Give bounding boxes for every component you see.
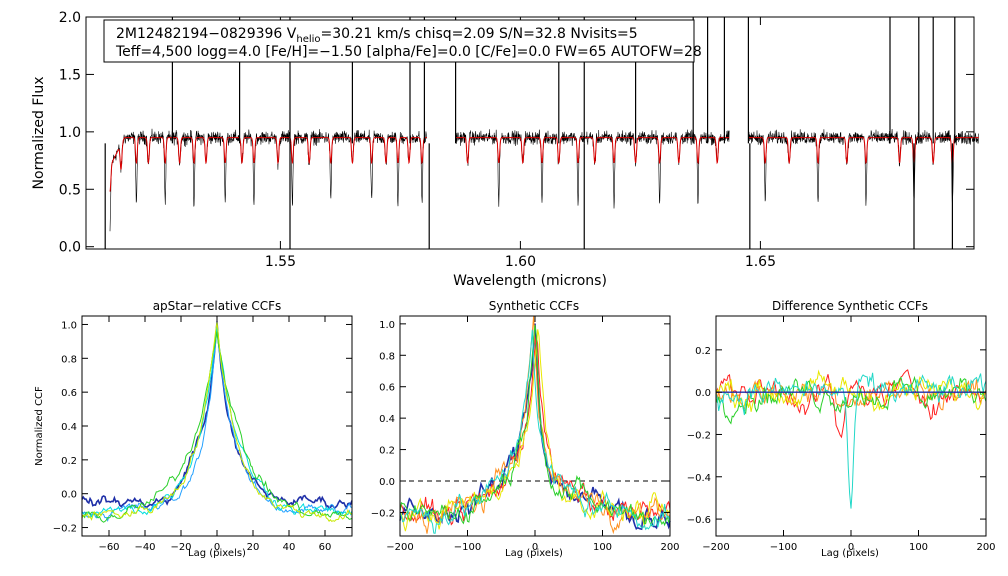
x-tick-label: 200 — [976, 542, 995, 553]
ccf3-title: Difference Synthetic CCFs — [772, 299, 928, 313]
x-tick-label: −200 — [386, 542, 413, 553]
x-tick-label: 1.65 — [745, 254, 776, 270]
y-tick-label: 0.8 — [379, 351, 395, 362]
ccf1-series — [81, 322, 353, 523]
observed-spectrum-segment — [748, 128, 979, 206]
ccf2-series — [399, 325, 671, 527]
y-tick-label: −0.2 — [53, 524, 77, 535]
ccf3-xlabel: Lag (pixels) — [821, 548, 879, 559]
ccf3-series — [715, 369, 987, 412]
y-tick-label: 0.4 — [379, 414, 395, 425]
y-tick-label: 0.0 — [379, 477, 395, 488]
x-tick-label: −100 — [770, 542, 797, 553]
info-line-1: 2M12482194−0829396 Vhelio=30.21 km/s chi… — [116, 26, 638, 45]
info-line-2: Teff=4,500 logg=4.0 [Fe/H]=−1.50 [alpha/… — [115, 44, 702, 60]
ccf1-series — [81, 328, 353, 518]
x-tick-label: −100 — [454, 542, 481, 553]
info-line-1-pre: 2M12482194−0829396 V — [116, 26, 297, 42]
spectrum-xlabel: Wavelength (microns) — [453, 273, 607, 289]
ccf3-ticks: −200 −100 0 100 200 −0.6 −0.4 −0.2 0.0 0.2 — [687, 316, 996, 553]
ccf2-xlabel: Lag (pixels) — [505, 548, 563, 559]
y-tick-label: 1.0 — [379, 320, 395, 331]
ccf1-ticks: −60 −40 −20 0 20 40 60 −0.2 0.0 0.2 0.4 0.6 0.8 1.0 — [53, 316, 352, 553]
y-tick-label: 0.2 — [379, 446, 395, 457]
model-spectrum-segment — [748, 137, 979, 165]
ccf1-series — [81, 331, 353, 523]
x-tick-label: 0 — [532, 542, 538, 553]
y-tick-label: −0.2 — [687, 430, 711, 441]
y-tick-label: 0.6 — [379, 383, 395, 394]
ccf-panel-synthetic: Synthetic CCFs −200 −100 0 100 200 −0.2 0.0 0.2… — [371, 299, 680, 559]
y-tick-label: −0.6 — [687, 515, 711, 526]
x-tick-label: 100 — [593, 542, 612, 553]
info-line-1-post: =30.21 km/s chisq=2.09 S/N=32.8 Nvisits=… — [321, 26, 638, 42]
y-tick-label: 0.2 — [61, 456, 77, 467]
ccf3-series — [715, 369, 987, 439]
y-tick-label: 0.2 — [695, 346, 711, 357]
ccf3-lines — [715, 369, 987, 509]
x-tick-label: 40 — [283, 542, 296, 553]
y-tick-label: −0.2 — [371, 508, 395, 519]
ccf1-title: apStar−relative CCFs — [153, 299, 282, 313]
y-tick-label: 0.5 — [59, 182, 81, 198]
x-tick-label: 60 — [319, 542, 332, 553]
spectrum-panel: 1.55 1.60 1.65 0.0 0.5 1.0 1.5 2.0 Wavelength (… — [31, 10, 979, 289]
x-tick-label: −200 — [702, 542, 729, 553]
model-spectrum-segment — [109, 137, 427, 192]
x-tick-label: 0 — [848, 542, 854, 553]
y-tick-label: 0.0 — [61, 490, 77, 501]
ccf-panel-difference: Difference Synthetic CCFs −200 −100 0 100 20… — [687, 299, 996, 559]
info-box — [103, 19, 695, 63]
spectrum-frame — [85, 16, 975, 250]
x-tick-label: 100 — [909, 542, 928, 553]
y-tick-label: 0.0 — [695, 388, 711, 399]
spectrum-ticks: 1.55 1.60 1.65 0.0 0.5 1.0 1.5 2.0 — [59, 10, 974, 270]
y-tick-label: 0.0 — [59, 240, 81, 256]
y-tick-label: 1.0 — [59, 125, 81, 141]
x-tick-label: −60 — [98, 542, 119, 553]
y-tick-label: −0.4 — [687, 473, 711, 484]
ccf2-title: Synthetic CCFs — [489, 299, 579, 313]
ccf2-lines — [399, 315, 671, 535]
x-tick-label: 1.60 — [505, 254, 536, 270]
ccf1-xlabel: Lag (pixels) — [188, 548, 246, 559]
x-tick-label: 20 — [247, 542, 260, 553]
ccf3-series — [715, 379, 987, 411]
ccf2-series — [399, 329, 671, 534]
x-tick-label: −20 — [170, 542, 191, 553]
model-spectrum-segment — [455, 137, 730, 165]
x-tick-label: −40 — [134, 542, 155, 553]
x-tick-label: 1.55 — [265, 254, 296, 270]
y-tick-label: 0.6 — [61, 388, 77, 399]
ccf1-ylabel: Normalized CCF — [34, 386, 45, 466]
ccf2-ticks: −200 −100 0 100 200 −0.2 0.0 0.2 0.4 0.6 0.8 1.0 — [371, 316, 680, 553]
x-tick-label: 0 — [214, 542, 220, 553]
spectrum-ylabel: Normalized Flux — [31, 77, 47, 190]
y-tick-label: 2.0 — [59, 10, 81, 26]
x-tick-label: 200 — [660, 542, 679, 553]
ccf-panel-apstar: apStar−relative CCFs −60 −40 −20 0 20 40 60 −0.… — [34, 299, 353, 559]
y-tick-label: 0.8 — [61, 354, 77, 365]
info-line-1-sub: helio — [296, 34, 320, 45]
y-tick-label: 1.5 — [59, 67, 81, 83]
y-tick-label: 1.0 — [61, 320, 77, 331]
y-tick-label: 0.4 — [61, 422, 77, 433]
